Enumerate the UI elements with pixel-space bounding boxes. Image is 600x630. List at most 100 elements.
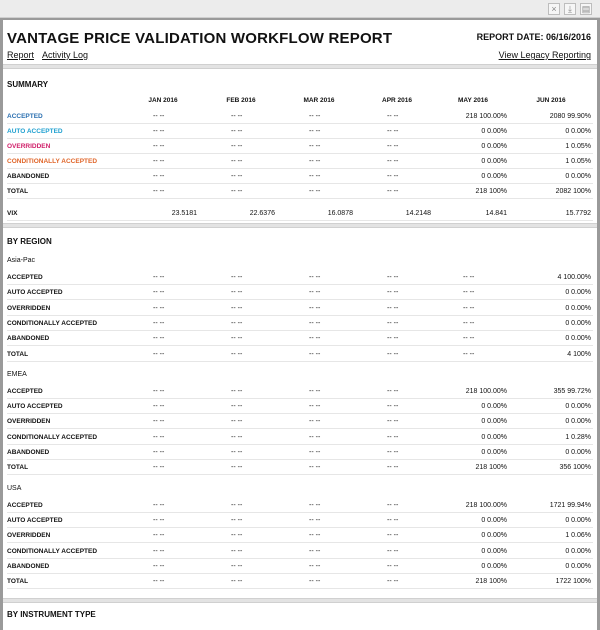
cell-3: -- -- — [309, 387, 321, 395]
close-icon[interactable]: × — [548, 3, 560, 15]
cell-2: -- -- — [231, 158, 243, 165]
cell-2: -- -- — [231, 188, 243, 195]
cell-1: -- -- — [153, 403, 165, 411]
cell-5: 0 0.00% — [481, 173, 507, 180]
cell-5: 0 0.00% — [481, 449, 507, 456]
cell-5: 0 0.00% — [481, 418, 507, 426]
cell-2: -- -- — [231, 403, 243, 411]
cell-2: -- -- — [231, 501, 243, 509]
row-label: CONDITIONALLY ACCEPTED — [7, 319, 98, 327]
cell-2: -- -- — [231, 464, 243, 472]
cell-5: 0 0.00% — [481, 143, 507, 150]
month-header: JUN 2016 — [536, 97, 566, 104]
report-link[interactable]: Report — [7, 50, 35, 60]
cell-3: 16.0878 — [327, 210, 353, 217]
activity-log-link[interactable]: Activity Log — [42, 50, 89, 60]
cell-5: 0 0.00% — [481, 433, 507, 441]
by-region-title: BY REGION — [7, 237, 52, 246]
cell-6: 0 0.00% — [565, 335, 591, 343]
cell-4: -- -- — [387, 188, 399, 195]
by-instrument-type-title: BY INSTRUMENT TYPE — [7, 610, 96, 620]
cell-5: 0 0.00% — [481, 516, 507, 524]
cell-4: -- -- — [387, 143, 399, 150]
print-icon[interactable]: ▤ — [580, 3, 592, 15]
cell-5: -- -- — [463, 274, 475, 281]
cell-1: -- -- — [153, 143, 165, 150]
table-row: AUTO ACCEPTED -- -- -- -- -- -- -- -- -- -- 0 … — [7, 285, 593, 301]
table-row: ACCEPTED -- -- -- -- -- -- -- -- 218 100.00% 1… — [7, 498, 593, 513]
cell-6: 0 0.00% — [565, 418, 591, 426]
cell-4: -- -- — [387, 319, 399, 327]
summary-title: SUMMARY — [7, 80, 49, 89]
cell-1: -- -- — [153, 387, 165, 395]
cell-6: 1 0.05% — [565, 158, 591, 165]
month-header: FEB 2016 — [226, 97, 256, 104]
cell-1: -- -- — [153, 188, 165, 195]
row-label: CONDITIONALLY ACCEPTED — [7, 433, 98, 441]
cell-4: -- -- — [387, 335, 399, 343]
row-label: CONDITIONALLY ACCEPTED — [7, 158, 98, 165]
region-name: USA — [7, 484, 22, 492]
cell-4: -- -- — [387, 562, 399, 570]
cell-3: -- -- — [309, 128, 321, 135]
table-row: AUTO ACCEPTED -- -- -- -- -- -- -- -- 0 0.00%… — [7, 513, 593, 528]
cell-3: -- -- — [309, 418, 321, 426]
row-label: OVERRIDDEN — [7, 418, 51, 426]
row-label: AUTO ACCEPTED — [7, 516, 63, 524]
cell-1: -- -- — [153, 350, 165, 358]
month-header: APR 2016 — [382, 97, 412, 104]
cell-5: 0 0.00% — [481, 547, 507, 555]
cell-3: -- -- — [309, 289, 321, 297]
cell-2: -- -- — [231, 335, 243, 343]
cell-4: -- -- — [387, 289, 399, 297]
cell-6: 0 0.00% — [565, 547, 591, 555]
cell-1: -- -- — [153, 516, 165, 524]
month-header: JAN 2016 — [148, 97, 178, 104]
cell-1: -- -- — [153, 464, 165, 472]
cell-1: -- -- — [153, 449, 165, 456]
cell-3: -- -- — [309, 516, 321, 524]
cell-6: 4 100% — [567, 350, 591, 358]
row-label: ABANDONED — [7, 335, 50, 343]
table-row: CONDITIONALLY ACCEPTED -- -- -- -- -- -- -- … — [7, 154, 593, 169]
cell-6: 15.7792 — [565, 210, 591, 217]
cell-5: 218 100.00% — [465, 113, 507, 120]
report-date: REPORT DATE: 06/16/2016 — [476, 32, 591, 42]
cell-5: 218 100.00% — [465, 387, 507, 395]
table-row: OVERRIDDEN -- -- -- -- -- -- -- -- 0 0.00% 0 0… — [7, 414, 593, 430]
cell-2: -- -- — [231, 173, 243, 180]
cell-6: 0 0.00% — [565, 516, 591, 524]
cell-1: -- -- — [153, 335, 165, 343]
cell-5: -- -- — [463, 304, 475, 312]
cell-6: 1722 100% — [555, 578, 591, 586]
table-row: ABANDONED -- -- -- -- -- -- -- -- 0 0.00% 0 0.… — [7, 169, 593, 184]
row-label: TOTAL — [7, 188, 29, 195]
cell-1: -- -- — [153, 433, 165, 441]
cell-1: -- -- — [153, 113, 165, 120]
table-row: OVERRIDDEN -- -- -- -- -- -- -- -- -- -- 0 0.0… — [7, 301, 593, 316]
cell-4: -- -- — [387, 501, 399, 509]
cell-6: 1 0.06% — [565, 532, 591, 540]
row-label: ACCEPTED — [7, 387, 43, 395]
table-row: ABANDONED -- -- -- -- -- -- -- -- 0 0.00% 0 0.… — [7, 559, 593, 574]
cell-1: -- -- — [153, 547, 165, 555]
view-legacy-reporting-link[interactable]: View Legacy Reporting — [498, 50, 591, 60]
cell-3: -- -- — [309, 113, 321, 120]
cell-2: -- -- — [231, 274, 243, 281]
cell-3: -- -- — [309, 403, 321, 411]
cell-4: -- -- — [387, 578, 399, 586]
cell-3: -- -- — [309, 319, 321, 327]
table-row: CONDITIONALLY ACCEPTED -- -- -- -- -- -- -- … — [7, 544, 593, 559]
export-icon[interactable]: ⤓ — [564, 3, 576, 15]
region-name: Asia-Pac — [7, 257, 36, 264]
row-label: AUTO ACCEPTED — [7, 403, 63, 411]
row-label: OVERRIDDEN — [7, 304, 51, 312]
table-row: AUTO ACCEPTED -- -- -- -- -- -- -- -- 0 0.00%… — [7, 399, 593, 415]
table-row: CONDITIONALLY ACCEPTED -- -- -- -- -- -- -- … — [7, 316, 593, 331]
cell-2: -- -- — [231, 516, 243, 524]
cell-5: 218 100% — [475, 188, 507, 195]
cell-1: -- -- — [153, 158, 165, 165]
cell-4: -- -- — [387, 274, 399, 281]
cell-5: -- -- — [463, 289, 475, 297]
cell-3: -- -- — [309, 449, 321, 456]
